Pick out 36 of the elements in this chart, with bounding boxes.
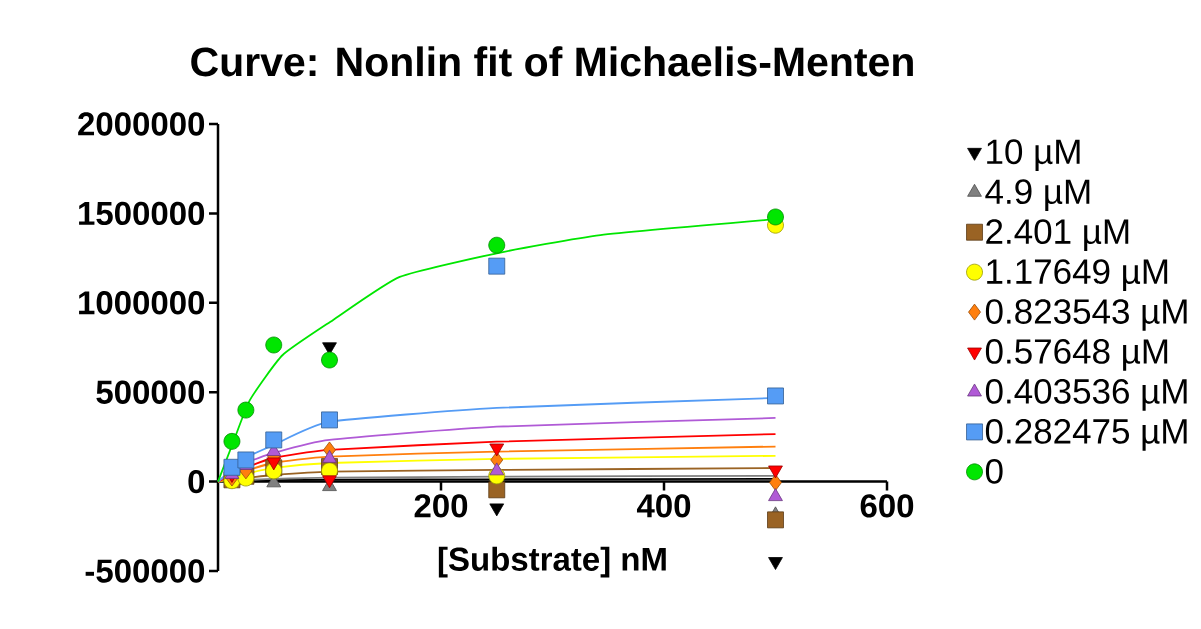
point (321, 351, 338, 369)
point (767, 208, 784, 226)
legend-label: 0.823543 µM (985, 299, 1187, 331)
legend-label: 1.17649 µM (987, 259, 1168, 291)
point (321, 411, 338, 429)
chart-title: Curve: Nonlin fit of Michaelis-Menten (191, 46, 913, 77)
point (237, 401, 255, 419)
legend-label: 0 (985, 458, 1003, 484)
legend-label: 10 µM (987, 139, 1080, 172)
legend-label: 0.57648 µM (985, 339, 1168, 371)
point (265, 336, 283, 354)
legend-label: 4.9 µM (985, 179, 1090, 212)
point (767, 387, 784, 405)
point (322, 449, 337, 463)
point (489, 462, 505, 476)
y-tick-label: 1500000 (79, 201, 205, 226)
x-tick-label: 200 (414, 494, 468, 518)
x-tick-label: 400 (636, 494, 691, 518)
y-tick-label: 2000000 (78, 112, 205, 136)
y-tick-label: -500000 (85, 559, 205, 583)
x-tick-label: 600 (860, 494, 914, 518)
y-tick-label: 1000000 (79, 291, 205, 315)
point (237, 451, 255, 469)
point (488, 236, 506, 254)
y-tick-label: 500000 (96, 380, 205, 404)
point (265, 431, 283, 449)
point (767, 511, 784, 529)
legend-label: 0.282475 µM (985, 418, 1187, 451)
x-axis-title: [Substrate] nM (438, 546, 666, 578)
legend-label: 2.401 µM (986, 219, 1129, 251)
point (488, 481, 506, 499)
point (768, 488, 783, 502)
point (488, 257, 506, 275)
y-tick-label: 0 (188, 469, 205, 494)
legend-label: 0.403536 µM (985, 379, 1187, 411)
point (223, 432, 241, 450)
